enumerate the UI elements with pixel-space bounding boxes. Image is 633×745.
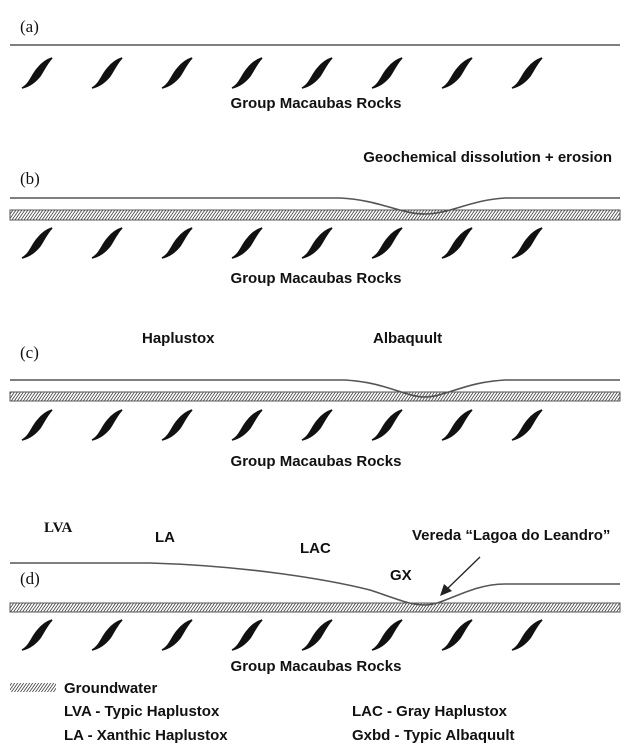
annotation: LVA bbox=[44, 520, 73, 536]
annotation: Haplustox bbox=[142, 330, 215, 347]
rock-symbol bbox=[511, 619, 543, 651]
surface bbox=[10, 562, 620, 606]
rock-symbol bbox=[91, 227, 123, 259]
rock-symbol bbox=[441, 227, 473, 259]
rock-symbol bbox=[21, 57, 53, 89]
rock-symbol bbox=[371, 619, 403, 651]
rock-symbol bbox=[161, 409, 193, 441]
rock-label: Group Macaubas Rocks bbox=[231, 95, 402, 112]
rock-symbol bbox=[91, 409, 123, 441]
panel-label: (b) bbox=[20, 169, 40, 188]
groundwater bbox=[9, 602, 621, 613]
rock-symbol bbox=[161, 619, 193, 651]
rock-label: Group Macaubas Rocks bbox=[231, 658, 402, 675]
rock-symbol bbox=[441, 57, 473, 89]
rock-symbol bbox=[21, 619, 53, 651]
rock-symbol bbox=[371, 57, 403, 89]
legend-text: Gxbd - Typic Albaquult bbox=[352, 727, 515, 744]
legend-text: LAC - Gray Haplustox bbox=[352, 703, 508, 720]
rock-label: Group Macaubas Rocks bbox=[231, 270, 402, 287]
rock-symbol bbox=[231, 227, 263, 259]
annotation: LAC bbox=[300, 540, 331, 557]
rock-symbol bbox=[371, 409, 403, 441]
rock-symbol bbox=[301, 57, 333, 89]
legend-text: LA - Xanthic Haplustox bbox=[64, 727, 228, 744]
panel-label: (a) bbox=[20, 17, 39, 36]
rock-symbol bbox=[231, 409, 263, 441]
legend-swatch bbox=[10, 683, 56, 692]
rock-symbol bbox=[441, 619, 473, 651]
annotation: Vereda “Lagoa do Leandro” bbox=[412, 527, 610, 544]
rock-symbol bbox=[441, 409, 473, 441]
rock-symbol bbox=[91, 57, 123, 89]
arrow bbox=[445, 556, 481, 591]
legend-text: Groundwater bbox=[64, 680, 158, 697]
rock-symbol bbox=[511, 57, 543, 89]
rock-symbol bbox=[511, 227, 543, 259]
rock-symbol bbox=[21, 227, 53, 259]
rock-symbol bbox=[301, 227, 333, 259]
annotation: Geochemical dissolution + erosion bbox=[363, 149, 612, 166]
rock-symbol bbox=[231, 57, 263, 89]
annotation: Albaquult bbox=[373, 330, 442, 347]
panel-label: (c) bbox=[20, 343, 39, 362]
groundwater bbox=[9, 391, 621, 402]
panel-label: (d) bbox=[20, 569, 40, 588]
rock-label: Group Macaubas Rocks bbox=[231, 453, 402, 470]
rock-symbol bbox=[301, 619, 333, 651]
legend-text: LVA - Typic Haplustox bbox=[64, 703, 220, 720]
rock-symbol bbox=[91, 619, 123, 651]
rock-symbol bbox=[371, 227, 403, 259]
groundwater bbox=[9, 209, 621, 221]
annotation: GX bbox=[390, 567, 412, 584]
rock-symbol bbox=[231, 619, 263, 651]
arrow-head bbox=[440, 584, 452, 596]
rock-symbol bbox=[511, 409, 543, 441]
annotation: LA bbox=[155, 529, 175, 546]
rock-symbol bbox=[21, 409, 53, 441]
rock-symbol bbox=[161, 227, 193, 259]
rock-symbol bbox=[161, 57, 193, 89]
rock-symbol bbox=[301, 409, 333, 441]
